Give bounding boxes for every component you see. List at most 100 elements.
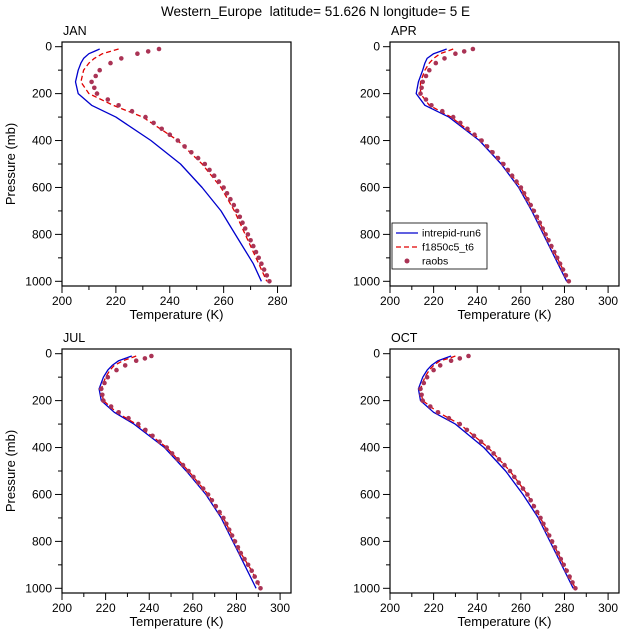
- y-tick-label: 0: [373, 40, 380, 54]
- raobs-dot: [217, 509, 222, 515]
- y-tick-label: 0: [45, 347, 52, 361]
- raobs-dot: [528, 202, 533, 208]
- x-axis-title: Temperature (K): [458, 307, 552, 322]
- raobs-dot: [433, 60, 439, 66]
- raobs-dot: [458, 120, 463, 126]
- y-tick-label: 600: [32, 487, 52, 501]
- raobs-dot: [142, 356, 148, 361]
- panel-label: OCT: [391, 331, 418, 345]
- raobs-dot: [267, 279, 272, 284]
- raobs-dot: [175, 138, 181, 143]
- raobs-dot: [221, 185, 226, 190]
- raobs-dot: [525, 196, 530, 202]
- raobs-dot: [495, 155, 501, 161]
- raobs-dot: [525, 492, 530, 497]
- raobs-dot: [150, 433, 155, 439]
- raobs-dot: [259, 261, 264, 267]
- raobs-dot: [182, 144, 187, 149]
- raobs-dot: [195, 155, 201, 161]
- raobs-dot: [418, 91, 423, 96]
- raobs-dot: [231, 202, 237, 208]
- raobs-dot: [253, 249, 259, 255]
- y-tick-label: 400: [360, 134, 380, 148]
- raobs-dot: [234, 208, 240, 214]
- panel-JAN: 200 220 240 260 280 Temperature (K) 0 200 400 600…: [3, 24, 292, 322]
- y-tick-label: 600: [360, 180, 380, 194]
- raobs-dot: [221, 515, 226, 521]
- x-tick-label: 280: [554, 294, 574, 308]
- x-axis-title: Temperature (K): [130, 307, 224, 322]
- raobs-dot: [116, 103, 121, 108]
- raobs-dot: [211, 173, 217, 178]
- raobs-dot: [186, 468, 191, 474]
- raobs-dot: [555, 550, 561, 556]
- raobs-dot: [427, 67, 432, 73]
- raobs-dot: [216, 179, 222, 184]
- series-raobs: [418, 46, 572, 284]
- raobs-dot: [457, 421, 463, 427]
- raobs-dot: [528, 498, 533, 503]
- raobs-dot: [516, 480, 521, 486]
- y-tick-label: 0: [373, 347, 380, 361]
- plot-frame: [389, 348, 620, 594]
- y-axis: 0 200 400 600 800 1000: [353, 40, 390, 288]
- y-tick-label: 800: [32, 534, 52, 548]
- raobs-dot: [570, 580, 575, 585]
- x-tick-label: 220: [96, 601, 116, 615]
- raobs-dot: [224, 521, 229, 527]
- series-raobs: [99, 353, 263, 591]
- raobs-dot: [478, 439, 484, 445]
- x-tick-label: 300: [270, 601, 290, 615]
- raobs-dot: [470, 46, 476, 52]
- raobs-dot: [129, 108, 135, 114]
- y-tick-label: 600: [360, 487, 380, 501]
- panel-JUL: 200 220 240 260 280 300 Temperature (K) 0 200 400…: [3, 331, 292, 629]
- y-axis: 0 200 400 600 800 1000 Pressure (mb): [3, 40, 62, 288]
- series-raobs: [418, 353, 578, 591]
- raobs-dot: [159, 126, 164, 132]
- series-f1850c5_t6: [80, 48, 268, 282]
- raobs-dot: [136, 421, 141, 427]
- raobs-dot: [420, 79, 426, 85]
- raobs-dot: [512, 474, 517, 480]
- raobs-dot: [546, 238, 551, 243]
- raobs-dot: [252, 574, 257, 579]
- raobs-dot: [435, 410, 441, 415]
- raobs-dot: [543, 232, 548, 237]
- x-tick-label: 240: [139, 601, 159, 615]
- raobs-dot: [546, 533, 552, 538]
- raobs-dot: [133, 358, 139, 364]
- series-intrepid-run6: [415, 48, 568, 282]
- raobs-dot: [564, 568, 569, 573]
- raobs-dot: [99, 386, 104, 392]
- x-tick-label: 200: [380, 294, 400, 308]
- raobs-dot: [255, 580, 260, 585]
- raobs-dot: [558, 556, 564, 562]
- legend-label: f1850c5_t6: [422, 242, 474, 254]
- raobs-dot: [466, 353, 471, 359]
- raobs-dot: [423, 97, 429, 102]
- series-raobs: [89, 46, 272, 284]
- legend-label: raobs: [422, 256, 448, 268]
- panel-label: JUL: [63, 331, 85, 345]
- raobs-dot: [552, 545, 558, 550]
- y-tick-label: 200: [360, 87, 380, 101]
- x-tick-label: 300: [598, 294, 618, 308]
- y-tick-label: 1000: [353, 274, 380, 288]
- raobs-dot: [235, 545, 241, 550]
- raobs-dot: [502, 462, 507, 468]
- raobs-dot: [549, 243, 554, 249]
- y-tick-label: 800: [32, 227, 52, 241]
- raobs-dot: [102, 380, 107, 386]
- raobs-dot: [453, 51, 458, 56]
- raobs-dot: [566, 279, 572, 284]
- y-tick-label: 800: [360, 227, 380, 241]
- x-tick-label: 260: [511, 601, 531, 615]
- raobs-dot: [200, 486, 206, 491]
- raobs-dot: [437, 363, 443, 368]
- x-tick-label: 280: [226, 601, 246, 615]
- raobs-dot: [471, 433, 477, 439]
- plot-frame: [61, 348, 292, 594]
- y-tick-label: 600: [32, 180, 52, 194]
- x-tick-label: 220: [424, 294, 444, 308]
